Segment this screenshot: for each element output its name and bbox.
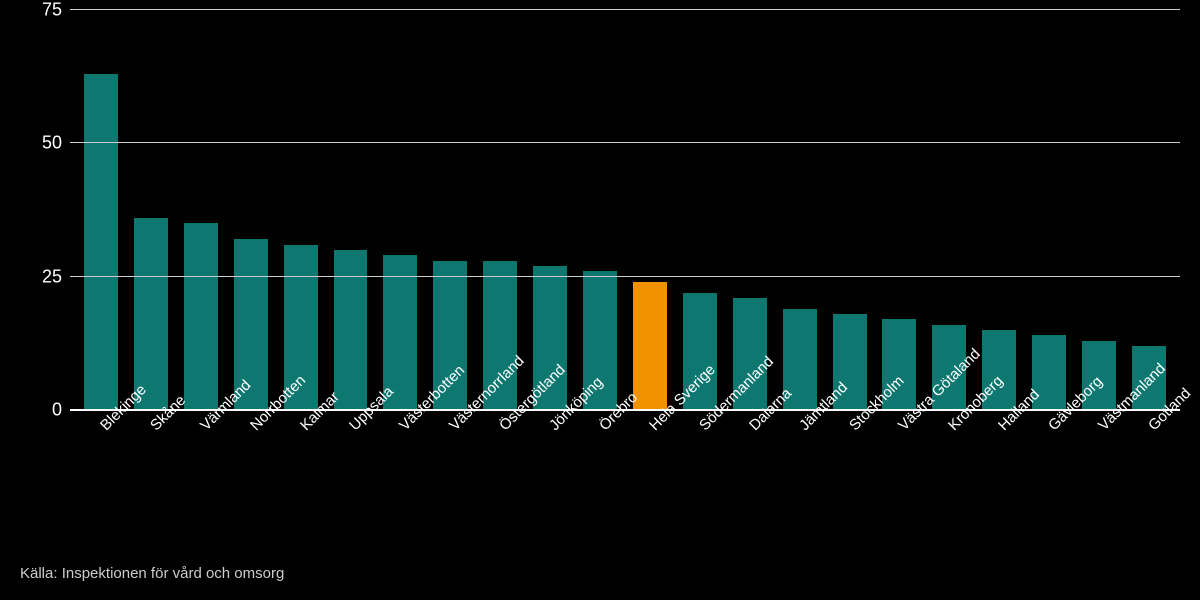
- source-prefix: Källa:: [20, 565, 62, 582]
- x-label-slot: Norrbotten: [226, 418, 276, 558]
- bar-slot: [126, 10, 176, 410]
- x-label-slot: Västerbotten: [375, 418, 425, 558]
- bar-slot: [775, 10, 825, 410]
- bar-slot: [1024, 10, 1074, 410]
- x-label-slot: Hela Sverige: [625, 418, 675, 558]
- x-axis-labels: BlekingeSkåneVärmlandNorrbottenKalmarUpp…: [70, 418, 1180, 558]
- source-text: Inspektionen för vård och omsorg: [62, 565, 285, 582]
- x-label-slot: Gävleborg: [1024, 418, 1074, 558]
- bar-slot: [974, 10, 1024, 410]
- x-label-slot: Jönköping: [525, 418, 575, 558]
- x-label-slot: Södermanland: [675, 418, 725, 558]
- bar-chart: BlekingeSkåneVärmlandNorrbottenKalmarUpp…: [0, 0, 1200, 600]
- plot-area: [70, 10, 1180, 410]
- x-label-slot: Halland: [974, 418, 1024, 558]
- y-tick-label: 50: [12, 133, 62, 154]
- x-label-slot: Gotland: [1124, 418, 1174, 558]
- bar-slot: [525, 10, 575, 410]
- x-label-slot: Östergötland: [475, 418, 525, 558]
- bars-container: [70, 10, 1180, 410]
- x-label-slot: Stockholm: [825, 418, 875, 558]
- bar: [184, 223, 218, 410]
- bar-slot: [176, 10, 226, 410]
- gridline: [70, 276, 1180, 277]
- bar-highlight: [633, 282, 667, 410]
- source-attribution: Källa: Inspektionen för vård och omsorg: [20, 565, 284, 582]
- bar-slot: [625, 10, 675, 410]
- x-label-slot: Dalarna: [725, 418, 775, 558]
- bar-slot: [76, 10, 126, 410]
- bar-slot: [475, 10, 525, 410]
- y-tick-label: 75: [12, 0, 62, 21]
- bar-slot: [326, 10, 376, 410]
- bar-slot: [725, 10, 775, 410]
- bar-slot: [226, 10, 276, 410]
- x-label-slot: Jämtland: [775, 418, 825, 558]
- bar-slot: [575, 10, 625, 410]
- bar-slot: [875, 10, 925, 410]
- x-label-slot: Kalmar: [276, 418, 326, 558]
- gridline: [70, 142, 1180, 143]
- x-label-slot: Värmland: [176, 418, 226, 558]
- bar-slot: [1074, 10, 1124, 410]
- x-label-slot: Örebro: [575, 418, 625, 558]
- x-label-slot: Västra Götaland: [875, 418, 925, 558]
- bar-slot: [276, 10, 326, 410]
- bar: [84, 74, 118, 410]
- bar-slot: [425, 10, 475, 410]
- bar: [134, 218, 168, 410]
- bar-slot: [1124, 10, 1174, 410]
- bar-slot: [375, 10, 425, 410]
- x-label-slot: Västmanland: [1074, 418, 1124, 558]
- gridline: [70, 9, 1180, 10]
- y-tick-label: 25: [12, 266, 62, 287]
- x-label-slot: Blekinge: [76, 418, 126, 558]
- x-label-slot: Kronoberg: [924, 418, 974, 558]
- y-tick-label: 0: [12, 400, 62, 421]
- bar-slot: [675, 10, 725, 410]
- bar-slot: [825, 10, 875, 410]
- x-label-slot: Uppsala: [326, 418, 376, 558]
- x-label-slot: Västernorrland: [425, 418, 475, 558]
- bar: [334, 250, 368, 410]
- x-label-slot: Skåne: [126, 418, 176, 558]
